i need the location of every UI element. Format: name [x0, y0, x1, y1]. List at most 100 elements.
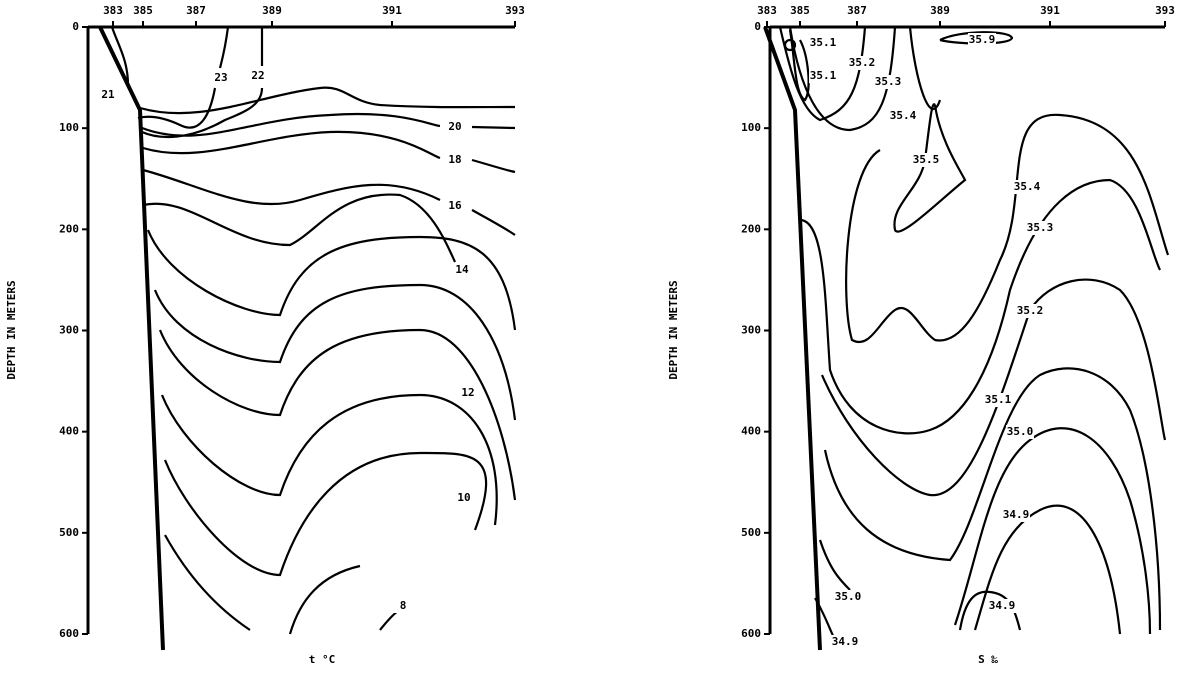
x-axis-label: S ‰: [978, 653, 998, 666]
label-bg: [968, 33, 996, 47]
station-label: 389: [930, 4, 950, 17]
contour-line: [139, 86, 516, 115]
y-axis-label: DEPTH IN METERS: [667, 280, 680, 379]
station-label: 383: [103, 4, 123, 17]
contour-label: 34.9: [989, 599, 1016, 612]
contour-line: [163, 451, 488, 577]
station-label: 391: [382, 4, 402, 17]
contour-label: 35.1: [810, 69, 837, 82]
y-tick-label: 600: [59, 627, 79, 640]
y-tick-label: 600: [741, 627, 761, 640]
contour-line: [288, 564, 361, 635]
contour-label: 35.1: [810, 36, 837, 49]
contour-line: [160, 393, 498, 526]
contour-line: [158, 328, 517, 501]
label-bg: [874, 75, 902, 89]
contour-label: 35.4: [1014, 180, 1041, 193]
label-bg: [809, 69, 837, 83]
contour-line: [146, 229, 517, 331]
label-bg: [448, 263, 476, 277]
contour-label: 35.3: [875, 75, 902, 88]
contour-line: [973, 504, 1122, 635]
y-tick-label: 300: [59, 324, 79, 337]
label-bg: [441, 199, 469, 213]
station-label: 389: [262, 4, 282, 17]
contour-line: [110, 26, 130, 86]
y-tick-label: 100: [59, 121, 79, 134]
label-bg: [912, 153, 940, 167]
label-bg: [207, 71, 235, 85]
y-tick-label: 0: [72, 20, 79, 33]
contour-line: [823, 367, 1162, 631]
contour-label: 18: [448, 153, 461, 166]
y-tick-label: 200: [741, 222, 761, 235]
label-bg: [809, 36, 837, 50]
contour-line: [893, 103, 967, 233]
contour-label: 35.3: [1027, 221, 1054, 234]
contour-label: 8: [400, 599, 407, 612]
station-label: 387: [186, 4, 206, 17]
station-label: 383: [757, 4, 777, 17]
contour-label: 35.5: [913, 153, 940, 166]
label-bg: [244, 69, 272, 83]
contour-line: [939, 31, 1014, 45]
contour-label: 10: [457, 491, 470, 504]
contour-line: [778, 26, 867, 122]
label-bg: [1016, 304, 1044, 318]
contour-line: [820, 278, 1167, 497]
contour-label: 23: [214, 71, 227, 84]
y-tick-label: 300: [741, 324, 761, 337]
label-bg: [450, 491, 478, 505]
contour-line: [908, 26, 942, 110]
label-bg: [889, 109, 917, 123]
contour-line: [958, 590, 1022, 631]
y-tick-label: 500: [59, 526, 79, 539]
label-bg: [454, 386, 482, 400]
contour-line: [799, 178, 1161, 435]
contour-line: [818, 539, 851, 591]
contour-label: 12: [461, 386, 474, 399]
contour-line: [153, 283, 517, 421]
contour-line: [141, 27, 264, 139]
station-label: 385: [133, 4, 153, 17]
label-bg: [1006, 425, 1034, 439]
contour-label: 34.9: [832, 635, 859, 648]
y-tick-label: 100: [741, 121, 761, 134]
label-bg: [834, 590, 862, 604]
contour-label: 21: [101, 88, 115, 101]
contour-label: 14: [455, 263, 469, 276]
y-tick-label: 400: [741, 425, 761, 438]
contour-label: 35.9: [969, 33, 996, 46]
label-bg: [1026, 221, 1054, 235]
y-tick-label: 0: [754, 20, 761, 33]
contour-line: [142, 193, 457, 263]
contour-line: [141, 112, 516, 137]
y-tick-label: 200: [59, 222, 79, 235]
label-bg: [441, 153, 469, 167]
contour-line: [788, 29, 810, 102]
station-label: 393: [505, 4, 525, 17]
x-axis-label: t °C: [309, 653, 336, 666]
label-bg: [848, 56, 876, 70]
station-label: 391: [1040, 4, 1060, 17]
label-bg: [94, 88, 122, 102]
bottom-slope: [98, 26, 165, 651]
contour-label: 35.4: [890, 109, 917, 122]
contour-line: [783, 38, 797, 52]
contour-line: [142, 168, 516, 236]
contour-label: 35.0: [1007, 425, 1034, 438]
label-bg: [988, 599, 1016, 613]
contour-label: 20: [448, 120, 461, 133]
y-tick-label: 500: [741, 526, 761, 539]
station-label: 385: [790, 4, 810, 17]
label-bg: [1013, 180, 1041, 194]
contour-label: 16: [448, 199, 462, 212]
contour-line: [953, 427, 1152, 635]
contour-label: 35.2: [849, 56, 876, 69]
label-bg: [389, 599, 417, 613]
bottom-slope: [763, 26, 822, 651]
contour-label: 35.0: [835, 590, 862, 603]
contour-label: 34.9: [1003, 508, 1030, 521]
contour-line: [164, 534, 251, 631]
